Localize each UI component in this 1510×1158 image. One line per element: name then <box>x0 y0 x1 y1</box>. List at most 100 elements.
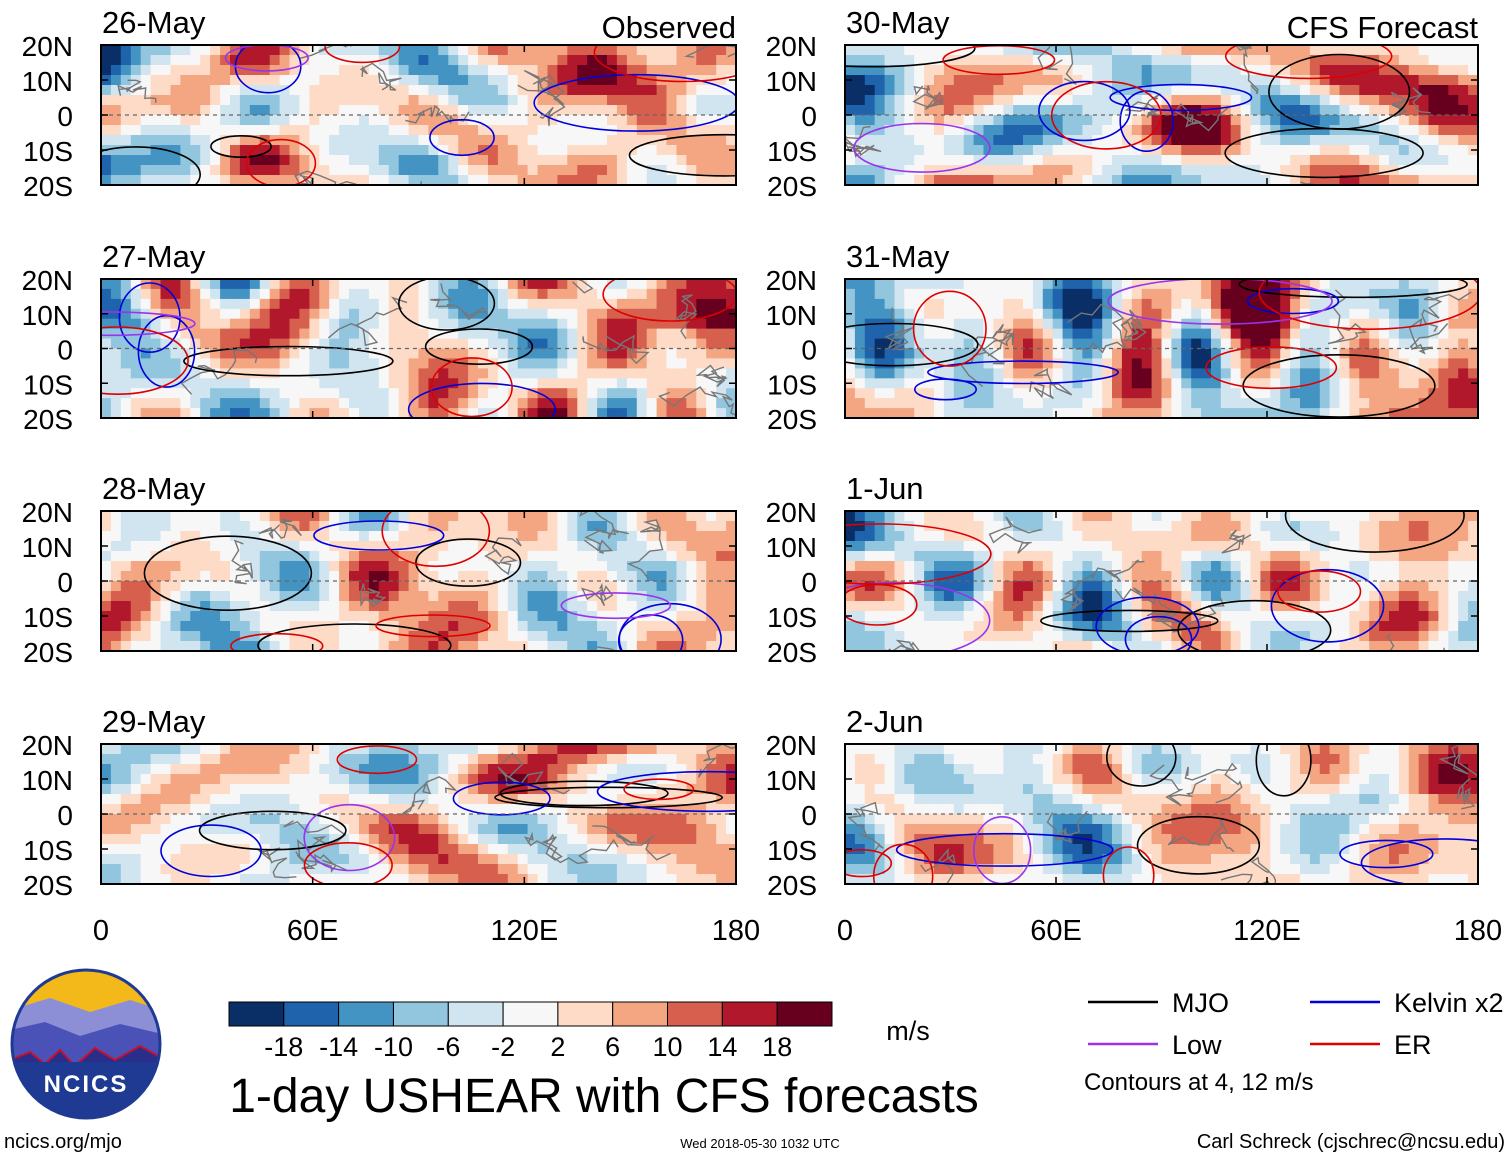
panel-date-label: 1-Jun <box>846 471 924 506</box>
shading <box>845 279 1478 418</box>
shading <box>845 45 1478 185</box>
y-tick-label: 10N <box>22 66 73 97</box>
x-tick-label: 180 <box>1454 915 1502 947</box>
legend-label: ER <box>1394 1030 1432 1060</box>
y-tick-label: 0 <box>801 800 817 831</box>
colorbar-label: 10 <box>652 1032 682 1062</box>
y-tick-label: 10N <box>766 300 817 331</box>
coastlines <box>180 279 736 416</box>
colorbar-swatch <box>393 1001 449 1027</box>
legend-label: MJO <box>1172 988 1229 1018</box>
y-tick-label: 10S <box>767 136 817 167</box>
colorbar-swatch <box>667 1001 723 1027</box>
colorbar-label: 18 <box>762 1032 792 1062</box>
y-tick-label: 20N <box>766 265 817 296</box>
ncics-logo <box>10 968 162 1120</box>
y-tick-label: 10N <box>766 532 817 563</box>
panel-2-jun <box>844 743 1479 885</box>
contour-note: Contours at 4, 12 m/s <box>1084 1069 1313 1096</box>
footer-url: ncics.org/mjo <box>4 1131 122 1153</box>
legend-label: Low <box>1172 1030 1222 1060</box>
colorbar-label: -6 <box>436 1032 460 1062</box>
y-tick-label: 10S <box>767 369 817 400</box>
colorbar-label: 14 <box>707 1032 737 1062</box>
panel-27-may <box>100 278 737 419</box>
legend-label: Kelvin x2 <box>1394 988 1504 1018</box>
y-tick-label: 0 <box>57 101 73 132</box>
x-tick-label: 0 <box>837 915 853 947</box>
wave-contours <box>143 511 722 651</box>
wave-contours <box>101 45 736 185</box>
colorbar-swatch <box>283 1001 340 1027</box>
footer-credit: Carl Schreck (cjschrec@ncsu.edu) <box>1197 1131 1505 1153</box>
x-tick-label: 120E <box>490 915 558 947</box>
panel-date-label: 30-May <box>846 5 950 40</box>
panel-29-may <box>100 743 737 885</box>
panel-30-may <box>844 44 1479 186</box>
y-tick-label: 10N <box>22 300 73 331</box>
shading <box>101 45 736 185</box>
column-header: CFS Forecast <box>1287 10 1479 45</box>
colorbar-units: m/s <box>886 1016 930 1046</box>
y-tick-label: 10N <box>766 66 817 97</box>
y-tick-label: 20S <box>23 637 73 668</box>
shading <box>845 744 1478 884</box>
y-tick-label: 20S <box>23 404 73 435</box>
panel-date-label: 31-May <box>846 239 950 274</box>
shading <box>101 279 736 418</box>
y-tick-label: 10S <box>767 835 817 866</box>
y-tick-label: 10N <box>766 765 817 796</box>
colorbar-label: -10 <box>374 1032 413 1062</box>
y-tick-label: 10S <box>23 369 73 400</box>
y-tick-label: 20N <box>22 265 73 296</box>
shading <box>101 511 736 651</box>
coastlines <box>231 511 664 651</box>
panel-28-may <box>100 510 737 652</box>
y-tick-label: 20S <box>23 870 73 901</box>
colorbar-swatch <box>447 1001 504 1027</box>
shading <box>101 744 736 884</box>
panel-26-may <box>100 44 737 186</box>
colorbar-label: 6 <box>605 1032 620 1062</box>
shading <box>845 511 1478 651</box>
wave-contours <box>101 279 736 418</box>
colorbar-label: -18 <box>264 1032 303 1062</box>
y-tick-label: 10S <box>23 136 73 167</box>
y-tick-label: 0 <box>57 567 73 598</box>
y-tick-label: 10S <box>23 835 73 866</box>
y-tick-label: 20S <box>23 171 73 202</box>
wave-contours <box>845 45 1424 179</box>
colorbar-label: -14 <box>319 1032 358 1062</box>
wave-contours <box>160 745 736 884</box>
x-tick-label: 60E <box>1030 915 1082 947</box>
y-tick-label: 10N <box>22 765 73 796</box>
y-tick-label: 20N <box>766 730 817 761</box>
y-tick-label: 20N <box>766 497 817 528</box>
logo-text: NCICS <box>44 1071 129 1098</box>
colorbar-swatch <box>612 1001 669 1027</box>
y-tick-label: 20N <box>22 730 73 761</box>
column-header: Observed <box>602 10 736 45</box>
wave-contours <box>845 511 1465 651</box>
panel-date-label: 28-May <box>102 471 206 506</box>
colorbar-swatch <box>721 1001 778 1027</box>
panel-31-may <box>844 278 1479 419</box>
panel-date-label: 2-Jun <box>846 704 924 739</box>
y-tick-label: 20S <box>767 171 817 202</box>
colorbar-swatch <box>776 1001 833 1027</box>
colorbar-label: -2 <box>491 1032 515 1062</box>
colorbar-label: 2 <box>550 1032 565 1062</box>
y-tick-label: 20S <box>767 637 817 668</box>
y-tick-label: 0 <box>801 101 817 132</box>
colorbar-swatch <box>557 1001 614 1027</box>
x-tick-label: 0 <box>93 915 109 947</box>
panel-date-label: 29-May <box>102 704 206 739</box>
footer-timestamp: Wed 2018-05-30 1032 UTC <box>680 1136 839 1151</box>
y-tick-label: 20N <box>22 497 73 528</box>
y-tick-label: 10S <box>767 602 817 633</box>
panel-1-jun <box>844 510 1479 652</box>
x-tick-label: 60E <box>287 915 339 947</box>
y-tick-label: 20S <box>767 870 817 901</box>
y-tick-label: 0 <box>801 335 817 366</box>
